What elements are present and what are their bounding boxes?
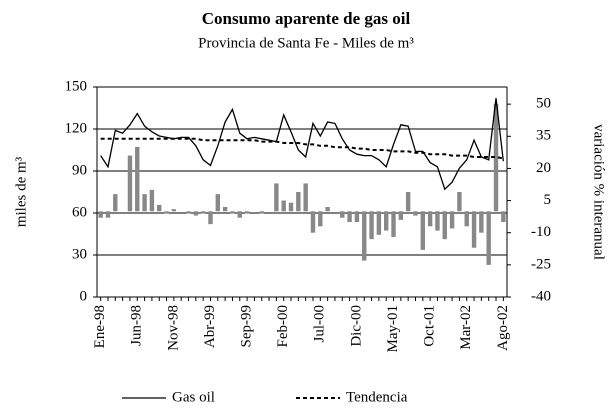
x-tick-label: Abr-99: [202, 305, 218, 348]
bar: [113, 194, 118, 212]
bar: [354, 211, 360, 222]
line: [100, 98, 504, 191]
bar: [457, 192, 462, 212]
x-tick-label: Mar-02: [458, 305, 474, 350]
bar: [98, 211, 103, 218]
bar: [244, 211, 250, 214]
bar: [193, 211, 199, 216]
bar: [222, 207, 228, 212]
y-tick-label: 0: [80, 288, 88, 304]
bar: [435, 211, 440, 231]
x-tick-label: May-01: [385, 305, 401, 353]
bar: [486, 211, 491, 265]
y2-tick-label: -40: [531, 288, 551, 304]
bar: [259, 211, 264, 214]
bar: [200, 211, 206, 214]
bar: [442, 211, 447, 240]
bar: [383, 211, 389, 231]
bar: [149, 189, 155, 212]
bar: [471, 211, 477, 248]
bar: [413, 211, 418, 216]
bar: [427, 211, 433, 227]
bar: [288, 202, 294, 212]
bar: [303, 183, 308, 212]
y2-tick-label: -10: [531, 224, 551, 240]
bar: [135, 147, 140, 212]
bar: [369, 211, 374, 240]
x-tick-label: Ago-02: [495, 305, 511, 351]
bar: [186, 211, 191, 214]
bar: [362, 211, 367, 261]
x-tick-label: Feb-00: [275, 305, 291, 348]
bar: [347, 211, 352, 222]
chart-subtitle: Provincia de Santa Fe - Miles de m³: [198, 35, 414, 51]
y-tick-label: 150: [65, 78, 88, 94]
y2-tick-label: -25: [531, 256, 551, 272]
x-tick-label: Dic-00: [348, 305, 364, 347]
y2-tick-label: 20: [536, 160, 551, 176]
x-tick-label: Nov-98: [165, 305, 181, 351]
bar: [464, 211, 469, 227]
bar: [281, 200, 286, 212]
bar: [318, 211, 323, 227]
bar: [340, 211, 345, 218]
bar: [398, 211, 404, 220]
bar: [449, 211, 455, 229]
y-tick-label: 90: [72, 162, 87, 178]
legend-label: Gas oil: [172, 389, 215, 405]
bar: [376, 211, 382, 235]
y2-tick-label: 35: [536, 128, 551, 144]
y-tick-label: 60: [72, 204, 87, 220]
bar: [479, 211, 484, 233]
bar: [105, 211, 111, 218]
legend-label: Tendencia: [346, 389, 408, 405]
x-tick-label: Jul-00: [312, 305, 328, 343]
bar: [127, 155, 133, 212]
x-tick-label: Sep-99: [239, 305, 255, 348]
chart-title: Consumo aparente de gas oil: [202, 9, 411, 28]
bar: [230, 211, 235, 214]
bar: [420, 211, 426, 250]
bar: [296, 192, 301, 212]
bar: [391, 211, 396, 237]
bar: [164, 211, 169, 214]
x-tick-label: Oct-01: [422, 305, 438, 347]
x-tick-label: Ene-98: [92, 305, 108, 348]
y-axis-title: miles de m³: [13, 156, 29, 227]
bar: [142, 194, 147, 212]
bar: [325, 207, 330, 212]
y2-axis-title: variación % interanual: [591, 124, 607, 260]
bar: [310, 211, 316, 233]
trend-line: [100, 137, 504, 160]
bar: [208, 211, 213, 225]
y2-tick-label: 50: [536, 96, 551, 112]
bar: [157, 204, 162, 212]
x-tick-label: Jun-98: [129, 305, 145, 346]
bar: [237, 211, 242, 218]
bar: [501, 211, 506, 222]
y-tick-label: 120: [65, 120, 88, 136]
bar: [171, 209, 177, 212]
bar: [274, 183, 279, 212]
bar: [493, 104, 499, 212]
bar: [405, 192, 411, 212]
bar: [215, 194, 221, 212]
y2-tick-label: 5: [544, 192, 552, 208]
y-tick-label: 30: [72, 246, 87, 262]
